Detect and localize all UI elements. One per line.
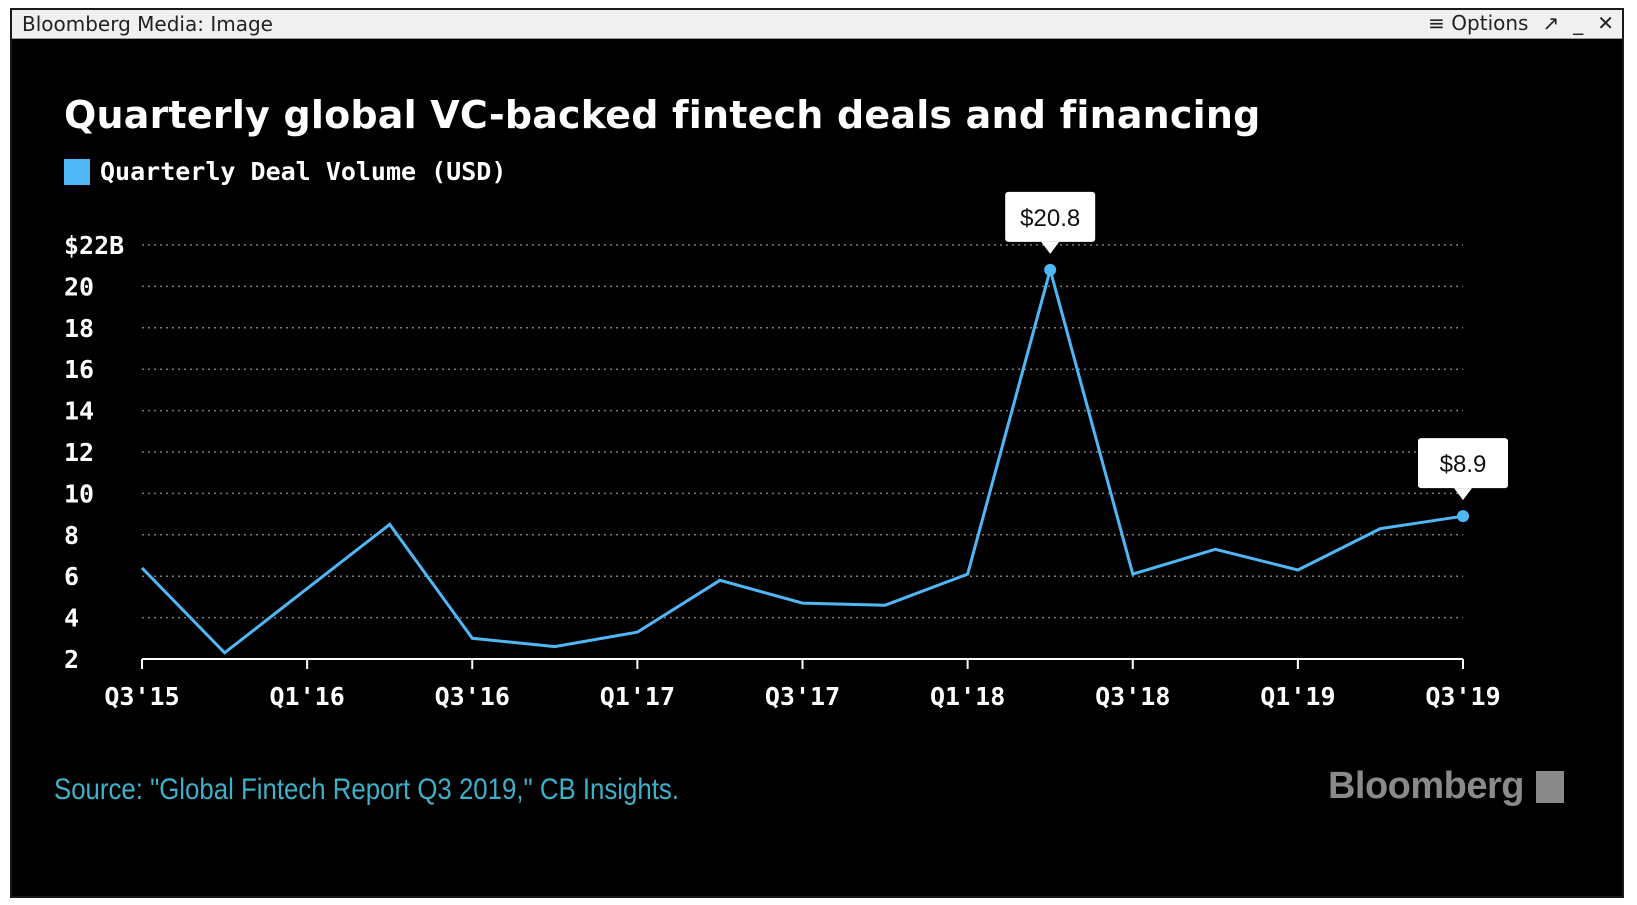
data-label: $20.8: [1020, 205, 1080, 232]
x-tick-label: Q1'16: [269, 682, 344, 711]
minimize-icon[interactable]: _: [1573, 11, 1584, 35]
data-point-marker: [1457, 510, 1469, 523]
legend-swatch: [64, 158, 90, 185]
y-tick-label: 10: [64, 479, 94, 508]
popout-icon[interactable]: ↗: [1542, 11, 1560, 35]
x-tick-label: Q1'19: [1260, 682, 1335, 711]
x-tick-label: Q3'16: [435, 682, 510, 711]
legend: Quarterly Deal Volume (USD): [64, 157, 506, 186]
series-line: [140, 264, 1464, 655]
y-tick-label: $22B: [64, 231, 124, 260]
y-tick-label: 4: [64, 604, 79, 633]
chart-title: Quarterly global VC-backed fintech deals…: [64, 93, 1261, 137]
callout-box: [1005, 191, 1096, 242]
x-tick-label: Q1'18: [930, 682, 1005, 711]
window-title: Bloomberg Media: Image: [22, 12, 273, 36]
close-icon[interactable]: ✕: [1597, 11, 1614, 35]
window-titlebar: Bloomberg Media: Image ≡ Options ↗ _ ✕: [12, 10, 1622, 39]
brand-text: Bloomberg: [1327, 765, 1525, 807]
brand-logo: Bloomberg: [1328, 765, 1564, 808]
y-tick-label: 14: [64, 397, 94, 426]
bloomberg-terminal-icon: [1536, 770, 1564, 803]
y-tick-label: 8: [64, 521, 79, 550]
options-button[interactable]: ≡ Options: [1428, 11, 1529, 35]
x-tick-label: Q3'15: [104, 682, 179, 711]
chart-window: Bloomberg Media: Image ≡ Options ↗ _ ✕ Q…: [10, 8, 1624, 898]
chart-area: Quarterly global VC-backed fintech deals…: [12, 39, 1622, 896]
source-note: Source: "Global Fintech Report Q3 2019,"…: [54, 773, 679, 806]
callout-pointer: [1041, 241, 1060, 254]
x-tick-label: Q3'18: [1095, 682, 1170, 711]
y-tick-label: 16: [64, 355, 94, 384]
callout-pointer: [1454, 488, 1472, 501]
data-point-marker: [1044, 263, 1057, 276]
callout-box: [1418, 438, 1508, 489]
window-controls: ≡ Options ↗ _ ✕: [1428, 11, 1614, 35]
x-tick-label: Q3'17: [765, 682, 840, 711]
y-tick-label: 12: [64, 438, 94, 467]
y-tick-label: 6: [64, 562, 79, 591]
data-label: $8.9: [1440, 451, 1487, 478]
y-tick-label: 2: [64, 645, 79, 674]
line-chart: $22B 20 18 16 14 12 10 8 6 4 2 Q3'15 Q1'16 Q3'16 Q1'17…: [64, 191, 1508, 711]
legend-label: Quarterly Deal Volume (USD): [100, 157, 507, 186]
x-tick-label: Q3'19: [1425, 682, 1500, 711]
x-tick-label: Q1'17: [600, 682, 675, 711]
y-tick-label: 20: [64, 272, 94, 301]
y-tick-label: 18: [64, 314, 94, 343]
